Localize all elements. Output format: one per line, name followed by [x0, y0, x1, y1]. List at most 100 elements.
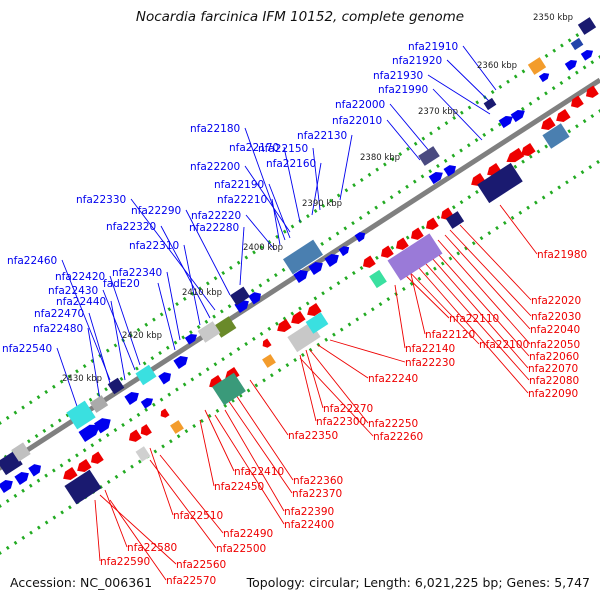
tick-dot	[0, 421, 2, 425]
tick-dot	[567, 75, 572, 80]
tick-dot	[135, 366, 139, 371]
leader-line	[99, 494, 177, 565]
gene-label-forward: fadE20	[103, 278, 140, 290]
leader-line	[399, 261, 480, 345]
gene-arrow	[506, 147, 525, 163]
leader-line	[109, 275, 141, 366]
leader-line	[309, 349, 369, 424]
tick-dot	[5, 415, 10, 420]
tick-dot	[175, 302, 179, 307]
tick-dot	[436, 164, 440, 169]
tick-dot	[262, 378, 266, 383]
leader-line	[271, 198, 281, 246]
tick-dot	[506, 79, 510, 84]
tick-dot	[582, 119, 587, 124]
leader-line	[417, 254, 530, 381]
tick-dot	[405, 184, 409, 189]
gene-arrow	[184, 333, 198, 345]
tick-dot	[205, 281, 210, 286]
tick-dot	[398, 152, 403, 157]
tick-dot	[244, 255, 249, 260]
tick-dot	[308, 347, 313, 352]
gene-block	[577, 17, 597, 35]
gene-block	[477, 162, 523, 204]
tick-dot	[167, 392, 172, 397]
tick-dot	[567, 38, 572, 43]
tick-dot	[420, 174, 425, 179]
leader-line	[159, 454, 224, 534]
tick-dot	[352, 183, 356, 188]
gene-block	[135, 364, 157, 386]
tick-dot	[436, 126, 441, 131]
gene-arrow	[570, 95, 584, 108]
gene-block	[542, 123, 570, 149]
tick-dot	[502, 220, 507, 225]
tick-dot	[144, 322, 149, 327]
tick-dot	[52, 515, 57, 520]
gene-label-forward: nfa22000	[335, 99, 385, 111]
tick-dot	[313, 296, 318, 301]
tick-dot	[574, 70, 579, 75]
tick-dot	[28, 400, 33, 405]
tick-dot	[152, 317, 156, 322]
gene-label-reverse: nfa22100	[479, 339, 529, 351]
tick-dot	[344, 276, 349, 281]
tick-dot	[559, 80, 564, 85]
leader-line	[305, 349, 324, 409]
gene-features	[0, 17, 599, 505]
gene-arrow	[354, 232, 366, 243]
tick-dot	[590, 114, 595, 119]
gene-label-reverse: nfa22110	[449, 313, 499, 325]
gene-arrow	[94, 418, 111, 434]
gene-block	[11, 442, 31, 462]
gene-label-forward: nfa22160	[266, 158, 316, 170]
leader-line	[160, 225, 211, 319]
tick-dot	[521, 69, 526, 74]
gene-label-reverse: nfa22040	[530, 324, 580, 336]
tick-dot	[60, 510, 65, 515]
gene-label-reverse: nfa22350	[288, 430, 338, 442]
tick-dot	[382, 200, 386, 205]
leader-line	[429, 244, 530, 357]
kbp-label: 2410 kbp	[182, 288, 222, 298]
tick-dot	[114, 474, 119, 479]
tick-dot	[544, 53, 549, 58]
leader-lines	[56, 45, 538, 581]
gene-label-reverse: nfa22230	[405, 357, 455, 369]
tick-dot	[451, 153, 456, 158]
gene-label-reverse: nfa22050	[530, 339, 580, 351]
gene-block	[212, 372, 246, 406]
gene-label-forward: nfa21910	[408, 41, 458, 53]
gene-label-reverse: nfa22080	[529, 375, 579, 387]
tick-dot	[275, 234, 279, 239]
tick-dot	[528, 101, 533, 106]
tick-dot	[0, 551, 2, 555]
leader-line	[61, 259, 111, 381]
gene-label-reverse: nfa22140	[405, 343, 455, 355]
gene-arrow	[248, 292, 262, 305]
leader-line	[299, 354, 317, 422]
tick-dot	[75, 369, 79, 374]
tick-dot	[339, 327, 344, 332]
kbp-label: 2390 kbp	[302, 199, 342, 209]
tick-dot	[285, 363, 290, 368]
tick-dot	[251, 336, 256, 341]
tick-dot	[596, 160, 600, 164]
leader-line	[312, 147, 321, 211]
tick-dot	[301, 352, 305, 357]
tick-dot	[375, 255, 379, 260]
leader-line	[446, 59, 494, 106]
gene-label-forward: nfa22210	[217, 194, 267, 206]
tick-dot	[57, 418, 62, 423]
gene-label-forward: nfa22280	[189, 222, 239, 234]
leader-line	[56, 347, 81, 416]
tick-dot	[298, 306, 302, 311]
tick-dot	[526, 205, 530, 210]
tick-dot	[259, 331, 264, 336]
tick-dot	[229, 265, 233, 270]
tick-dot	[421, 225, 425, 230]
tick-dot	[150, 356, 155, 361]
tick-dot	[351, 271, 356, 276]
gene-label-reverse: nfa22500	[216, 543, 266, 555]
tick-dot	[104, 387, 108, 392]
